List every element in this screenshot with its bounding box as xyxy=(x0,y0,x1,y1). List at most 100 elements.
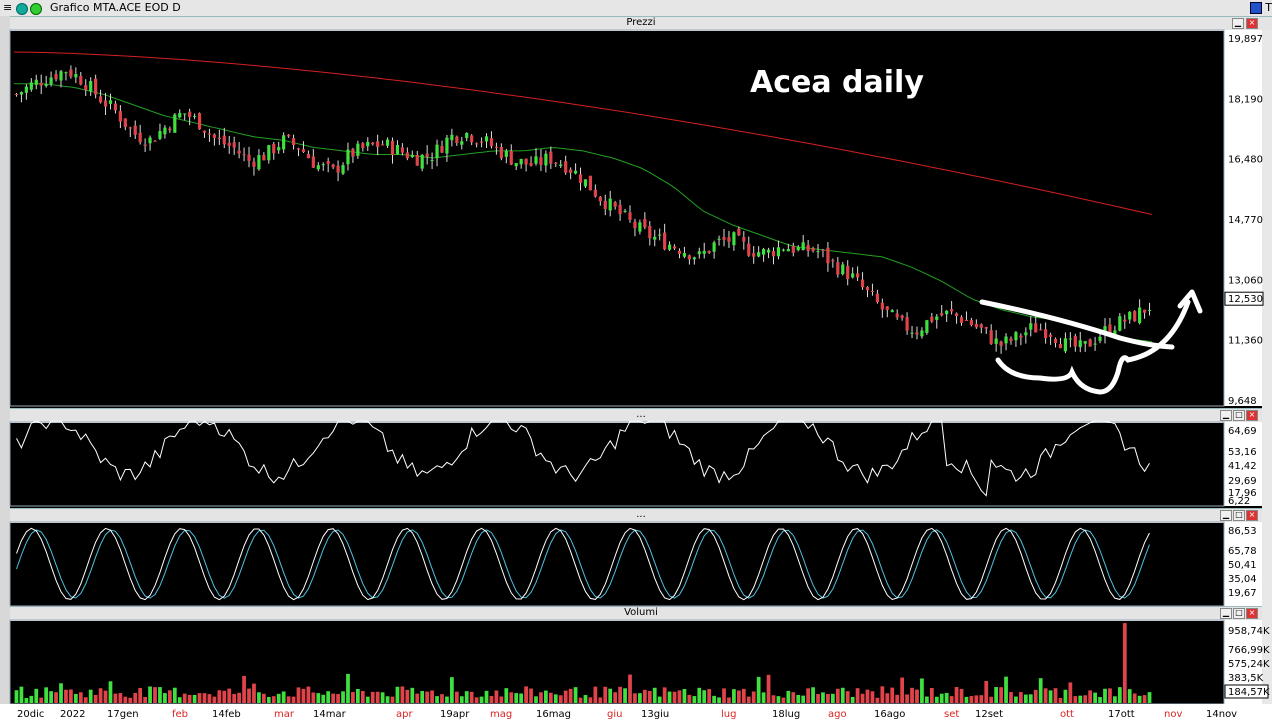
volume-bar xyxy=(395,686,400,703)
minimize-icon[interactable]: ▁ xyxy=(1220,410,1232,421)
time-axis-label: feb xyxy=(172,709,188,720)
volume-bar xyxy=(969,696,974,703)
restore-icon[interactable]: □ xyxy=(1233,608,1245,619)
candle-up xyxy=(786,249,790,252)
volume-bar xyxy=(410,687,415,703)
candle-up xyxy=(623,210,627,212)
volume-bar xyxy=(628,674,632,703)
candle-down xyxy=(593,189,597,197)
volume-bar xyxy=(370,691,375,703)
right-scrollbar[interactable] xyxy=(1262,30,1272,706)
minimize-icon[interactable]: ▁ xyxy=(1220,510,1232,521)
volume-axis-label: 575,24K xyxy=(1228,659,1270,670)
volume-bar xyxy=(1137,695,1142,703)
close-icon[interactable]: × xyxy=(1246,410,1258,421)
candle-up xyxy=(910,332,914,334)
candle-down xyxy=(811,248,815,251)
volume-bar xyxy=(212,696,217,703)
candle-down xyxy=(628,212,632,220)
candle-up xyxy=(267,145,271,161)
candle-down xyxy=(217,137,221,139)
candle-down xyxy=(895,313,899,318)
candle-down xyxy=(999,341,1003,346)
candle-up xyxy=(682,252,687,257)
candle-up xyxy=(1083,341,1087,344)
volume-bar xyxy=(445,696,449,703)
volume-bar xyxy=(677,690,682,703)
candle-down xyxy=(153,140,157,142)
candle-down xyxy=(846,265,850,280)
candle-down xyxy=(499,147,503,159)
minimize-icon[interactable]: ▁ xyxy=(1232,18,1244,29)
volume-bar xyxy=(172,687,177,703)
candle-up xyxy=(1004,336,1008,344)
volume-bar xyxy=(78,692,83,703)
candle-up xyxy=(653,236,657,240)
volume-bar xyxy=(336,693,340,703)
candle-up xyxy=(712,242,716,252)
volume-bar xyxy=(806,688,810,703)
candle-down xyxy=(227,142,231,146)
candle-down xyxy=(915,332,919,335)
volume-bar xyxy=(529,688,533,703)
volume-bar xyxy=(821,692,825,703)
hamburger-icon[interactable]: ≡ xyxy=(3,1,13,14)
indicator1-axis-label: 17,96 xyxy=(1228,488,1257,499)
close-icon[interactable]: × xyxy=(1246,510,1258,521)
volume-bar xyxy=(920,678,924,703)
volume-bar xyxy=(761,692,766,703)
volume-bar xyxy=(929,687,934,703)
candle-up xyxy=(781,249,785,251)
time-axis-label: 19apr xyxy=(440,709,470,720)
candle-down xyxy=(381,144,385,146)
minimize-icon[interactable]: ▁ xyxy=(1220,608,1232,619)
volume-bar xyxy=(1028,694,1033,703)
volume-bar xyxy=(1043,688,1048,703)
candle-up xyxy=(484,136,489,142)
volume-bar xyxy=(365,696,370,703)
volume-bar xyxy=(326,691,331,703)
volume-bar xyxy=(568,688,573,703)
candle-down xyxy=(737,228,741,236)
volume-bar xyxy=(202,693,207,703)
time-axis-label: 20dic xyxy=(17,709,44,720)
candle-down xyxy=(242,154,246,156)
candle-down xyxy=(663,232,667,250)
candle-down xyxy=(84,85,88,91)
window-controls[interactable]: T xyxy=(1249,1,1272,14)
close-icon[interactable]: × xyxy=(1246,18,1258,29)
volume-bar xyxy=(331,693,336,703)
candle-up xyxy=(435,144,439,159)
candle-down xyxy=(588,175,593,191)
volume-bar xyxy=(558,695,563,703)
play-icon[interactable] xyxy=(30,3,42,15)
maximize-icon[interactable] xyxy=(1249,2,1262,14)
volume-bar xyxy=(855,688,860,703)
price-axis-label: 9,648 xyxy=(1228,396,1257,407)
text-tool-icon[interactable]: T xyxy=(1265,1,1272,14)
volume-bar xyxy=(959,688,964,703)
indicator2-axis-label: 65,78 xyxy=(1228,546,1257,557)
candle-down xyxy=(207,133,212,135)
volume-bar xyxy=(840,687,845,703)
indicator1-axis-label: 53,16 xyxy=(1228,447,1257,458)
candle-up xyxy=(148,137,152,144)
candle-up xyxy=(1063,338,1068,352)
volume-bar xyxy=(519,693,524,703)
time-axis-label: 16ago xyxy=(874,709,905,720)
candle-up xyxy=(573,170,578,174)
restore-icon[interactable]: □ xyxy=(1233,510,1245,521)
candle-up xyxy=(1029,323,1033,330)
indicator2-pane-title: ... xyxy=(636,509,646,520)
restore-icon[interactable]: □ xyxy=(1233,410,1245,421)
volume-bar xyxy=(504,688,509,703)
candle-up xyxy=(514,163,518,167)
candle-down xyxy=(771,251,776,257)
volume-bar xyxy=(1033,689,1038,703)
volume-bar xyxy=(143,696,147,703)
close-icon[interactable]: × xyxy=(1246,608,1258,619)
volume-bar xyxy=(138,687,143,703)
candle-down xyxy=(856,273,860,278)
volume-bar xyxy=(979,695,984,703)
